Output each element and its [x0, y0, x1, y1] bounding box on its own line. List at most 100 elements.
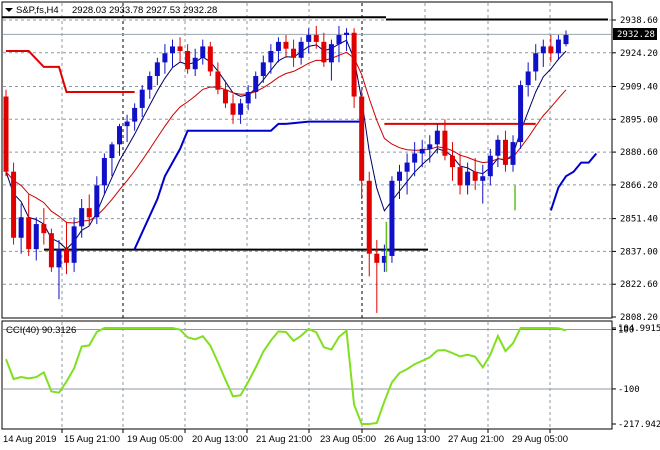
bull-candle	[147, 76, 153, 90]
bull-candle	[434, 130, 440, 145]
bear-candle	[283, 41, 289, 49]
price-tick-label: 2924.20	[620, 49, 658, 59]
time-tick-label: 21 Aug 21:00	[256, 434, 312, 445]
bear-candle	[442, 130, 448, 156]
time-tick-label: 14 Aug 2019	[3, 434, 56, 445]
bear-candle	[3, 96, 9, 172]
price-tick-label: 2895.00	[620, 115, 658, 125]
support-resistance-lines	[2, 16, 611, 251]
bull-candle	[268, 50, 274, 63]
bull-candle	[563, 35, 569, 45]
price-tick-label: 2880.60	[620, 148, 658, 158]
bull-candle	[518, 85, 524, 143]
bull-candle	[253, 76, 259, 92]
bull-candle	[397, 171, 403, 181]
bull-candle	[162, 53, 168, 63]
bear-candle	[313, 35, 319, 42]
bear-candle	[222, 89, 228, 104]
price-tick-label: 2851.40	[620, 215, 658, 225]
time-tick-label: 29 Aug 05:00	[512, 434, 568, 445]
bull-candle	[101, 158, 107, 186]
current-price-label: 2932.28	[617, 30, 655, 40]
bull-candle	[533, 53, 539, 72]
current-price-marker	[613, 28, 657, 40]
bear-candle	[177, 46, 183, 51]
bull-candle	[419, 148, 425, 154]
price-tick-label: 2938.60	[620, 16, 658, 26]
bull-candle	[169, 46, 175, 54]
slow-moving-average	[5, 51, 567, 224]
bull-candle	[555, 39, 561, 54]
time-tick-label: 27 Aug 21:00	[448, 434, 504, 445]
cci-tick-label: 104.9915	[618, 324, 660, 334]
bull-candle	[480, 176, 486, 181]
cci-series	[5, 327, 567, 425]
bull-candle	[389, 180, 395, 256]
trailing-stop-lower	[133, 120, 362, 250]
bull-candle	[427, 144, 433, 149]
bear-candle	[291, 48, 297, 58]
bear-candle	[41, 224, 47, 234]
time-tick-label: 15 Aug 21:00	[64, 434, 120, 445]
bull-candle	[495, 139, 501, 156]
price-tick-label: 2822.60	[620, 280, 658, 290]
time-axis: 14 Aug 2019 15 Aug 21:00 19 Aug 05:00 20 Au…	[3, 429, 568, 445]
bull-candle	[328, 44, 334, 63]
bull-candle	[117, 126, 123, 145]
price-tick-label: 2909.40	[620, 83, 658, 93]
bull-candle	[18, 217, 24, 238]
bull-candle	[540, 46, 546, 54]
bear-candle	[48, 233, 54, 268]
trailing-stop-lower	[549, 152, 598, 211]
bear-candle	[207, 46, 213, 72]
price-panel[interactable]	[1, 1, 613, 319]
time-tick-label: 19 Aug 05:00	[127, 434, 183, 445]
bear-candle	[230, 103, 236, 115]
bull-candle	[510, 142, 516, 165]
bear-candle	[26, 217, 32, 250]
bull-candle	[238, 103, 244, 115]
bull-candle	[260, 62, 266, 77]
cci-tick-label: -100	[618, 385, 640, 395]
cci-panel[interactable]	[1, 320, 613, 430]
collapse-triangle-icon[interactable]	[5, 8, 13, 12]
time-tick-label: 26 Aug 13:00	[384, 434, 440, 445]
bull-candle	[245, 91, 251, 104]
bull-candle	[404, 162, 410, 172]
bull-candle	[71, 226, 77, 263]
cci-label: CCI(40) 90.3126	[6, 325, 76, 336]
bear-candle	[374, 253, 380, 263]
bull-candle	[306, 35, 312, 42]
price-axis: 2938.60 2924.20 2909.40 2895.00 2880.60 2866.…	[612, 16, 658, 323]
bear-candle	[351, 32, 357, 97]
bull-candle	[298, 41, 304, 58]
bull-candle	[344, 32, 350, 36]
bear-candle	[185, 50, 191, 70]
bear-candle	[548, 46, 554, 54]
bear-candle	[64, 249, 70, 263]
bear-candle	[472, 171, 478, 181]
bear-candle	[321, 41, 327, 63]
bull-candle	[465, 171, 471, 186]
bull-candle	[525, 71, 531, 86]
price-tick-label: 2808.20	[620, 313, 658, 323]
symbol-label: S&P,fs,H4	[16, 5, 59, 16]
bull-candle	[139, 89, 145, 108]
candlestick-series	[3, 25, 569, 313]
bull-candle	[79, 208, 85, 227]
cci-line	[5, 327, 567, 425]
ohlc-label: 2928.03 2933.78 2927.53 2932.28	[72, 5, 217, 16]
bear-candle	[359, 96, 365, 181]
cci-tick-label: 100	[618, 325, 634, 335]
bear-candle	[86, 208, 92, 218]
bull-candle	[132, 107, 138, 122]
bull-candle	[381, 255, 387, 263]
bull-candle	[124, 121, 130, 127]
bull-candle	[336, 35, 342, 45]
bull-candle	[33, 224, 39, 250]
bull-candle	[154, 62, 160, 77]
price-tick-label: 2837.00	[620, 247, 658, 257]
bear-candle	[449, 155, 455, 168]
